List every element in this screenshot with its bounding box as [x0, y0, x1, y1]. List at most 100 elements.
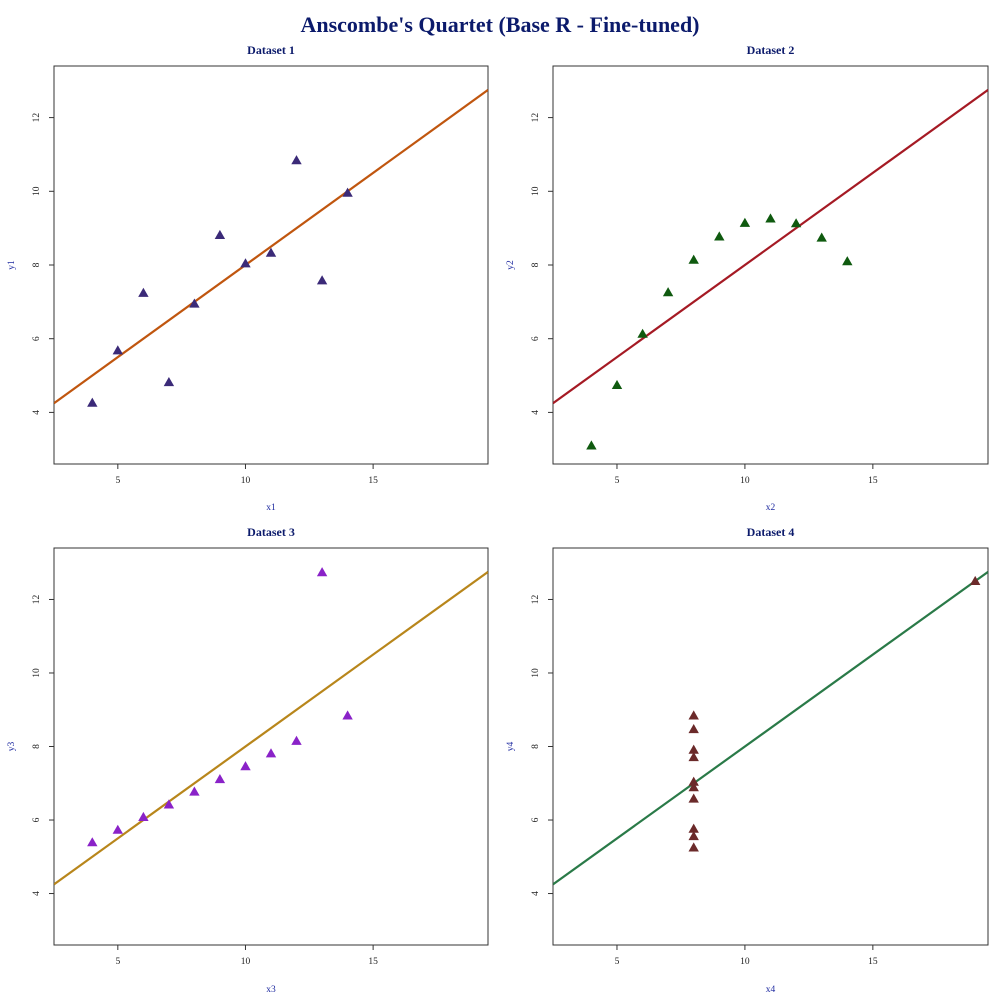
scatter-panel-1: Dataset 1 5 10 15 4 6 8 10 12 x1 y1	[7, 43, 489, 513]
data-point	[688, 776, 699, 786]
y-axis-label: y3	[7, 742, 17, 752]
plot-frame	[552, 65, 989, 465]
x-tick-label: 15	[368, 476, 378, 486]
regression-line	[553, 571, 988, 886]
data-point	[688, 724, 699, 734]
data-point	[291, 155, 302, 165]
data-point	[214, 229, 226, 239]
plot-frame	[53, 547, 489, 946]
y-tick-label: 12	[531, 594, 541, 604]
y-tick-label: 4	[531, 410, 541, 415]
data-point	[714, 231, 725, 241]
scatter-panel-2: Dataset 2 5 10 15 4 6 8 10 12 x2 y2	[506, 43, 989, 513]
data-point	[662, 287, 674, 297]
data-point	[112, 345, 123, 355]
data-point	[842, 256, 853, 266]
data-point	[688, 793, 699, 803]
x-tick-label: 10	[241, 957, 251, 967]
regression-line	[54, 89, 488, 405]
scatter-panel-3: Dataset 3 5 10 15 4 6 8 10 12 x3 y3	[7, 525, 489, 995]
y-axis-label: y4	[506, 742, 516, 752]
y-tick-label: 10	[32, 186, 42, 196]
x-tick-label: 15	[368, 957, 378, 967]
data-point	[688, 842, 699, 852]
data-point	[739, 217, 751, 227]
regression-line	[553, 89, 988, 405]
y-tick-label: 12	[531, 113, 541, 123]
data-point	[240, 258, 251, 268]
regression-line	[54, 571, 488, 886]
y-axis-label: y1	[7, 260, 17, 270]
data-point	[611, 379, 623, 389]
data-point	[688, 831, 699, 841]
plot-frame	[552, 547, 989, 946]
y-tick-label: 4	[32, 891, 42, 896]
data-point	[586, 440, 597, 450]
x-axis-label: x1	[266, 503, 276, 513]
data-point	[790, 218, 802, 228]
y-tick-label: 10	[531, 186, 541, 196]
x-tick-label: 10	[241, 476, 251, 486]
data-point	[291, 735, 302, 745]
y-tick-label: 8	[32, 744, 42, 749]
x-tick-label: 5	[115, 957, 120, 967]
data-point	[87, 837, 98, 847]
x-tick-label: 10	[740, 476, 750, 486]
data-point	[240, 761, 251, 771]
data-point	[637, 328, 648, 338]
data-point	[138, 811, 149, 821]
data-point	[112, 824, 123, 834]
y-axis-label: y2	[506, 260, 516, 270]
y-tick-label: 8	[531, 262, 541, 267]
x-tick-label: 5	[615, 476, 620, 486]
data-point	[138, 287, 149, 297]
x-axis-label: x3	[266, 985, 276, 995]
panel-title: Dataset 2	[747, 43, 795, 57]
y-tick-label: 4	[531, 891, 541, 896]
data-point	[342, 187, 353, 197]
x-axis-label: x4	[766, 985, 776, 995]
data-point	[688, 752, 699, 762]
data-point	[688, 254, 699, 264]
data-point	[163, 377, 175, 387]
data-point	[163, 799, 175, 809]
data-point	[316, 275, 328, 285]
y-tick-label: 4	[32, 410, 42, 415]
scatter-panel-4: Dataset 4 5 10 15 4 6 8 10 12 x4 y4	[506, 525, 989, 995]
data-point	[970, 575, 981, 585]
y-tick-label: 12	[32, 594, 42, 604]
data-point	[265, 748, 277, 758]
panel-title: Dataset 1	[247, 43, 295, 57]
x-tick-label: 15	[868, 957, 878, 967]
data-point	[265, 247, 277, 257]
data-point	[765, 213, 776, 223]
y-tick-label: 10	[32, 668, 42, 678]
data-point	[189, 298, 200, 308]
data-point	[87, 397, 98, 407]
data-point	[688, 744, 699, 754]
data-point	[214, 774, 226, 784]
x-tick-label: 15	[868, 476, 878, 486]
y-tick-label: 8	[32, 262, 42, 267]
x-tick-label: 10	[740, 957, 750, 967]
x-tick-label: 5	[115, 476, 120, 486]
data-point	[688, 823, 699, 833]
y-tick-label: 12	[32, 113, 42, 123]
y-tick-label: 8	[531, 744, 541, 749]
y-tick-label: 10	[531, 668, 541, 678]
y-tick-label: 6	[32, 817, 42, 822]
data-point	[316, 567, 328, 577]
x-axis-label: x2	[766, 503, 776, 513]
y-tick-label: 6	[531, 817, 541, 822]
panel-title: Dataset 3	[247, 525, 295, 539]
data-point	[816, 232, 827, 242]
panel-title: Dataset 4	[747, 525, 795, 539]
y-tick-label: 6	[32, 336, 42, 341]
plot-frame	[53, 65, 489, 465]
x-tick-label: 5	[615, 957, 620, 967]
data-point	[342, 710, 353, 720]
data-point	[189, 786, 200, 796]
data-point	[688, 782, 699, 792]
data-point	[688, 710, 699, 720]
